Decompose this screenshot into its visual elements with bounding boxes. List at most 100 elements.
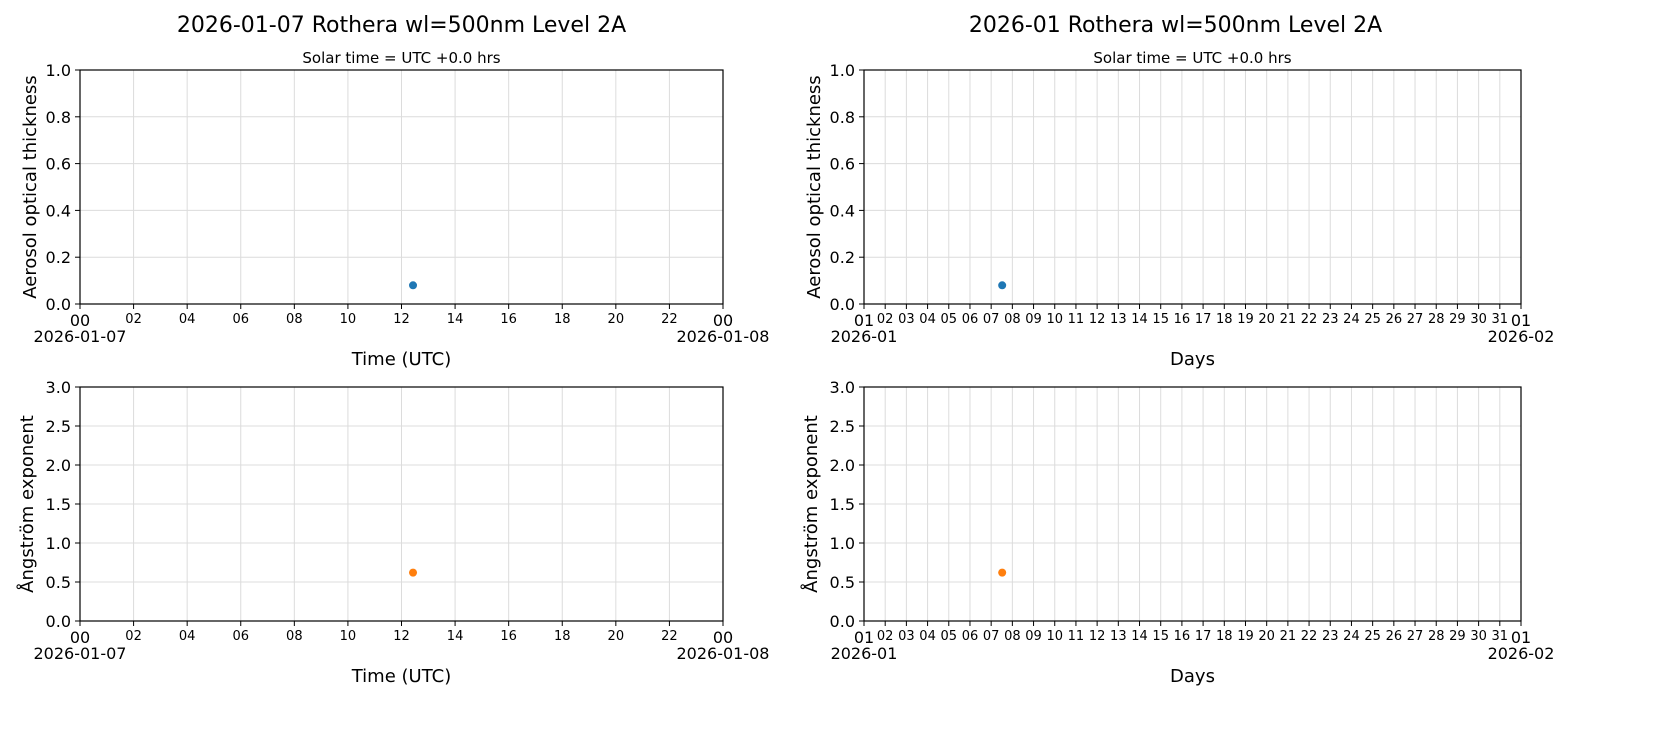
y-tick-label: 0.5 (46, 573, 71, 592)
y-tick-label: 0.6 (830, 155, 855, 174)
x-tick-label: 20 (1258, 629, 1275, 644)
y-tick-label: 1.0 (830, 61, 855, 80)
y-tick-label: 0.4 (46, 201, 71, 220)
x-tick-label: 16 (1174, 629, 1191, 644)
x-tick-label: 05 (941, 629, 958, 644)
y-tick-label: 0.8 (830, 108, 855, 127)
y-tick-label: 1.0 (46, 61, 71, 80)
x-tick-label: 04 (919, 629, 936, 644)
x-tick-label: 14 (447, 312, 464, 327)
x-tick-label: 30 (1470, 629, 1487, 644)
x-tick-label: 31 (1492, 312, 1509, 327)
y-tick-label: 0.5 (830, 573, 855, 592)
y-tick-label: 3.0 (46, 378, 71, 397)
x-tick-label: 02 (877, 312, 894, 327)
x-tick-label: 23 (1322, 312, 1339, 327)
x-tick-label: 14 (447, 629, 464, 644)
y-tick-label: 0.0 (830, 295, 855, 314)
y-axis-label: Aerosol optical thickness (20, 75, 41, 298)
x-tick-label: 01 (854, 311, 874, 330)
y-axis-label: Ångström exponent (16, 415, 38, 593)
x-tick-label: 07 (983, 312, 1000, 327)
subplot-3: 01 02 03 04 05 06 07 08 09 10 11 12 13 14 15 16 17 18 19 20… (800, 378, 1554, 687)
x-tick-label: 08 (1004, 312, 1021, 327)
x-tick-label: 01 (854, 628, 874, 647)
y-tick-label: 2.5 (830, 417, 855, 436)
chart-subtitle: Solar time = UTC +0.0 hrs (302, 49, 500, 67)
x-tick-label: 02 (877, 629, 894, 644)
x-tick-label: 06 (962, 629, 979, 644)
x-date-label-start: 2026-01 (831, 327, 898, 346)
chart-title: 2026-01 Rothera wl=500nm Level 2A (969, 13, 1382, 38)
x-tick-label: 22 (661, 312, 678, 327)
x-tick-label: 16 (500, 629, 517, 644)
y-tick-label: 0.8 (46, 108, 71, 127)
x-tick-label: 10 (1046, 629, 1063, 644)
data-point (998, 281, 1007, 290)
x-tick-label: 12 (393, 629, 410, 644)
x-tick-label: 02 (125, 629, 142, 644)
axes-frame (863, 69, 1522, 305)
x-tick-label: 22 (1301, 312, 1318, 327)
y-tick-label: 1.0 (46, 534, 71, 553)
x-tick-label: 22 (1301, 629, 1318, 644)
x-date-label-end: 2026-02 (1488, 327, 1555, 346)
x-tick-label: 30 (1470, 312, 1487, 327)
x-tick-label: 31 (1492, 629, 1509, 644)
y-tick-label: 0.0 (46, 612, 71, 631)
x-tick-label: 09 (1025, 629, 1042, 644)
y-tick-label: 1.5 (46, 495, 71, 514)
y-axis-label: Aerosol optical thickness (804, 75, 825, 298)
x-tick-label: 21 (1280, 629, 1297, 644)
x-tick-label: 06 (962, 312, 979, 327)
y-tick-label: 2.5 (46, 417, 71, 436)
x-tick-label: 25 (1364, 312, 1381, 327)
x-tick-label: 20 (1258, 312, 1275, 327)
x-tick-label: 19 (1237, 312, 1254, 327)
x-tick-label: 12 (1089, 629, 1106, 644)
x-date-label-end: 2026-01-08 (677, 327, 770, 346)
x-tick-label: 20 (608, 629, 625, 644)
x-tick-label: 04 (179, 312, 196, 327)
x-tick-label: 18 (1216, 312, 1233, 327)
y-tick-label: 2.0 (830, 456, 855, 475)
y-tick-label: 2.0 (46, 456, 71, 475)
y-tick-label: 0.4 (830, 201, 855, 220)
x-tick-label: 10 (1046, 312, 1063, 327)
x-tick-label: 28 (1428, 629, 1445, 644)
y-tick-label: 0.6 (46, 155, 71, 174)
x-date-label-end: 2026-01-08 (677, 644, 770, 663)
x-tick-label: 15 (1152, 312, 1169, 327)
x-tick-label: 24 (1343, 629, 1360, 644)
y-tick-label: 0.0 (830, 612, 855, 631)
x-tick-label: 21 (1280, 312, 1297, 327)
x-tick-label: 10 (340, 312, 357, 327)
x-tick-label: 17 (1195, 312, 1212, 327)
x-date-label-start: 2026-01 (831, 644, 898, 663)
x-tick-label: 15 (1152, 629, 1169, 644)
x-tick-label: 04 (919, 312, 936, 327)
x-axis-label: Days (1170, 666, 1215, 687)
x-tick-label: 08 (1004, 629, 1021, 644)
y-tick-label: 0.2 (830, 248, 855, 267)
x-tick-label: 01 (1511, 311, 1531, 330)
chart-subtitle: Solar time = UTC +0.0 hrs (1093, 49, 1291, 67)
x-tick-label: 24 (1343, 312, 1360, 327)
x-tick-label: 26 (1386, 629, 1403, 644)
x-tick-label: 22 (661, 629, 678, 644)
x-tick-label: 29 (1449, 312, 1466, 327)
x-tick-label: 02 (125, 312, 142, 327)
x-tick-label: 14 (1131, 312, 1148, 327)
x-tick-label: 11 (1068, 629, 1085, 644)
data-point (409, 568, 418, 577)
x-tick-label: 18 (554, 629, 571, 644)
x-tick-label: 03 (898, 312, 915, 327)
y-tick-label: 0.2 (46, 248, 71, 267)
x-tick-label: 00 (70, 628, 90, 647)
x-tick-label: 10 (340, 629, 357, 644)
x-tick-label: 12 (1089, 312, 1106, 327)
data-point (409, 281, 418, 290)
x-tick-label: 17 (1195, 629, 1212, 644)
x-tick-label: 06 (232, 629, 249, 644)
